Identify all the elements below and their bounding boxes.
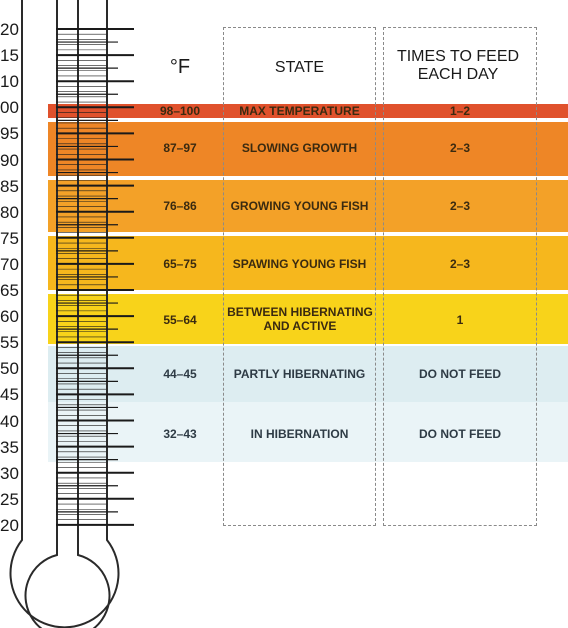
row-feed: 1–2 [449, 104, 471, 118]
row-state: IN HIBERNATION [250, 427, 349, 441]
scale-label: 45 [0, 385, 19, 405]
band-in-hibernation [48, 402, 568, 462]
scale-label: 15 [0, 46, 19, 66]
band-max-temperature [48, 104, 568, 118]
row-feed: 2–3 [449, 199, 471, 213]
band-slowing-growth [48, 122, 568, 176]
row-temp: 55–64 [163, 313, 197, 327]
scale-label: 70 [0, 254, 19, 274]
row-state: SPAWING YOUNG FISH [232, 257, 367, 271]
scale-label: 80 [0, 202, 19, 222]
scale-label: 50 [0, 359, 19, 379]
band-between-hibernating [48, 294, 568, 344]
scale-label: 25 [0, 489, 19, 509]
band-spawing-young-fish [48, 236, 568, 290]
scale-label: 85 [0, 176, 19, 196]
band-partly-hibernating [48, 346, 568, 402]
row-state: PARTLY HIBERNATING [233, 367, 366, 381]
scale-label: 65 [0, 281, 19, 300]
scale-label: 00 [0, 98, 19, 118]
header-temperature: °F [169, 56, 191, 78]
row-feed: 2–3 [449, 257, 471, 271]
row-feed: 2–3 [449, 141, 471, 155]
scale-label: 40 [0, 411, 19, 431]
row-temp: 44–45 [163, 367, 197, 381]
feed-column-outline [383, 27, 537, 526]
row-feed: 1 [456, 313, 464, 327]
scale-label: 20 [0, 515, 19, 535]
scale-label: 95 [0, 124, 19, 144]
row-temp: 76–86 [163, 199, 197, 213]
state-column-outline [223, 27, 376, 526]
row-feed: DO NOT FEED [418, 367, 501, 381]
row-temp: 65–75 [163, 257, 197, 271]
scale-label: 55 [0, 333, 19, 353]
row-temp: 87–97 [163, 141, 197, 155]
band-growing-young-fish [48, 180, 568, 232]
scale-label: 75 [0, 228, 19, 248]
scale-label: 90 [0, 150, 19, 170]
row-state: MAX TEMPERATURE [239, 104, 360, 118]
row-state: SLOWING GROWTH [241, 141, 358, 155]
scale-label: 35 [0, 437, 19, 457]
row-state: GROWING YOUNG FISH [230, 199, 369, 213]
header-times-to-feed: TIMES TO FEED EACH DAY [396, 48, 520, 83]
row-temp: 32–43 [163, 427, 197, 441]
row-feed: DO NOT FEED [418, 427, 501, 441]
scale-label: 10 [0, 72, 19, 92]
row-temp: 98–100 [159, 104, 201, 118]
scale-label: 30 [0, 463, 19, 483]
scale-label: 60 [0, 307, 19, 327]
row-state: BETWEEN HIBERNATING AND ACTIVE [227, 305, 373, 333]
scale-label: 20 [0, 20, 19, 39]
header-state: STATE [274, 59, 325, 76]
